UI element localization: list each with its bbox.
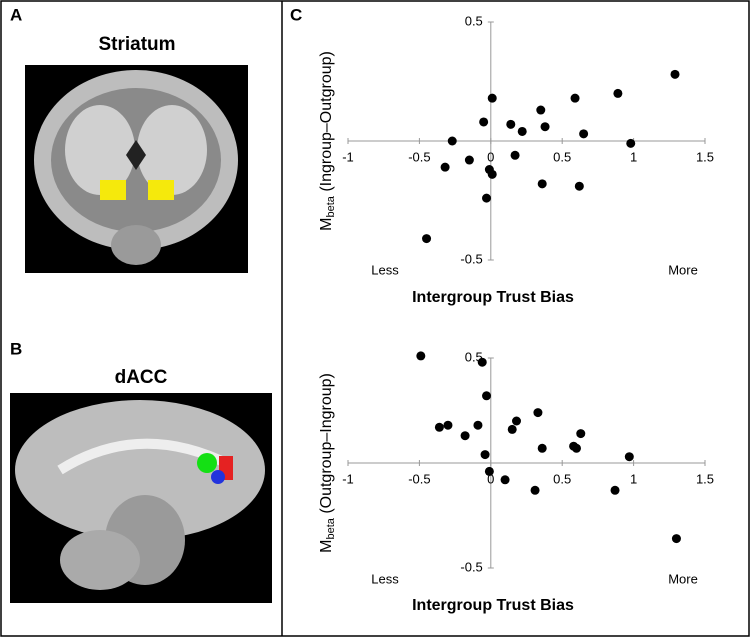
point: [487, 93, 497, 103]
point: [506, 119, 516, 129]
x-tick-label: 0: [487, 149, 494, 164]
point: [484, 466, 494, 476]
x-tick-label: -0.5: [408, 471, 430, 486]
x-tick-label: 0.5: [553, 149, 571, 164]
image-title: Striatum: [98, 34, 175, 55]
point: [482, 193, 492, 203]
point: [670, 69, 680, 79]
y-label-rest: (Ingroup–Outgroup): [318, 51, 335, 196]
point: [530, 485, 540, 495]
x-tick-label: 1.5: [696, 149, 714, 164]
y-tick-label: -0.5: [460, 251, 482, 266]
y-tick-label: -0.5: [460, 559, 482, 574]
x-tick-label: 1: [630, 149, 637, 164]
panel-label: A: [10, 5, 22, 24]
x-tick-label: 1.5: [696, 471, 714, 486]
brain-coronal: [25, 65, 248, 273]
image-title: dACC: [115, 367, 168, 388]
annotation: Less: [371, 571, 399, 586]
point: [671, 534, 681, 544]
point: [482, 391, 492, 401]
y-label-main: M: [318, 218, 335, 231]
point: [537, 443, 547, 453]
point: [422, 234, 432, 244]
y-axis-label: Mbeta (Outgroup–Ingroup): [318, 373, 337, 553]
point: [443, 420, 453, 430]
annotation: Less: [371, 262, 399, 277]
x-tick-label: -0.5: [408, 149, 430, 164]
point: [480, 450, 490, 460]
point: [447, 136, 457, 146]
point: [613, 88, 623, 98]
point: [570, 93, 580, 103]
point: [477, 357, 487, 367]
brain-sagittal: [10, 393, 272, 603]
point: [416, 351, 426, 361]
point: [510, 150, 520, 160]
point: [579, 129, 589, 139]
point: [440, 162, 450, 172]
point: [434, 422, 444, 432]
point: [536, 105, 546, 115]
x-tick-label: 0.5: [553, 471, 571, 486]
x-tick-label: 1: [630, 471, 637, 486]
y-tick-label: 0.5: [465, 13, 483, 28]
point: [576, 429, 586, 439]
point: [517, 126, 527, 136]
point: [626, 138, 636, 148]
x-axis-label: Intergroup Trust Bias: [412, 597, 574, 614]
point: [512, 416, 522, 426]
point: [537, 179, 547, 189]
point: [610, 485, 620, 495]
x-tick-label: -1: [342, 149, 354, 164]
point: [460, 431, 470, 441]
point: [574, 181, 584, 191]
annotation: More: [668, 262, 698, 277]
point: [473, 420, 483, 430]
y-label-main: M: [318, 540, 335, 553]
point: [540, 122, 550, 132]
annotation: More: [668, 571, 698, 586]
point: [533, 408, 543, 418]
point: [507, 424, 517, 434]
y-label-sub: beta: [325, 517, 337, 539]
x-tick-label: 0: [487, 471, 494, 486]
x-axis-label: Intergroup Trust Bias: [412, 289, 574, 306]
point: [479, 117, 489, 127]
y-label-sub: beta: [325, 195, 337, 217]
point: [571, 443, 581, 453]
point: [464, 155, 474, 165]
point: [500, 475, 510, 485]
panel-label: C: [290, 5, 302, 24]
y-axis-label: Mbeta (Ingroup–Outgroup): [318, 51, 337, 231]
x-tick-label: -1: [342, 471, 354, 486]
y-label-rest: (Outgroup–Ingroup): [318, 373, 335, 518]
panel-label: B: [10, 339, 22, 358]
point: [624, 452, 634, 462]
point: [487, 169, 497, 179]
